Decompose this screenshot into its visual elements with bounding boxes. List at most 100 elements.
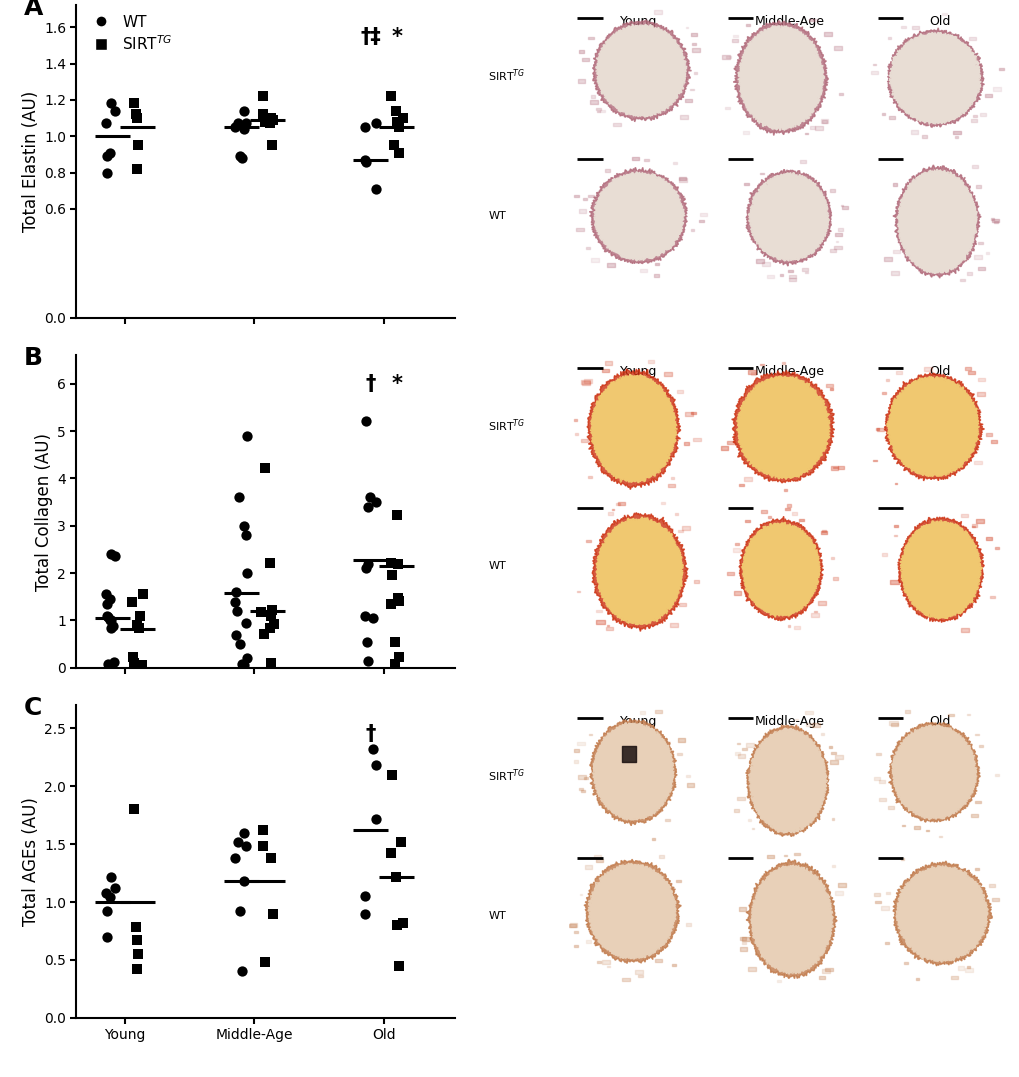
Point: [125, 648, 142, 666]
Point: [101, 889, 117, 906]
Point: [262, 619, 278, 637]
Point: [127, 919, 144, 936]
Point: [235, 657, 252, 674]
Point: [100, 609, 116, 626]
Point: [104, 617, 120, 634]
Point: [389, 589, 406, 606]
Point: [263, 601, 279, 618]
Point: [387, 656, 404, 673]
Point: [237, 838, 254, 855]
Point: [133, 657, 150, 674]
Point: [128, 932, 145, 949]
Y-axis label: Total Elastin (AU): Total Elastin (AU): [21, 90, 40, 233]
Point: [368, 493, 384, 510]
Point: [128, 616, 145, 633]
Point: [255, 838, 271, 855]
Point: [235, 121, 252, 138]
Point: [359, 633, 375, 651]
Point: [235, 102, 252, 120]
Point: [254, 87, 270, 104]
Point: [253, 603, 269, 620]
Point: [232, 148, 249, 165]
Text: Old: Old: [928, 365, 950, 378]
Point: [359, 652, 375, 669]
Point: [103, 546, 119, 563]
Point: [127, 106, 144, 123]
Point: [230, 489, 247, 506]
Point: [237, 614, 254, 631]
Point: [357, 412, 373, 430]
Point: [103, 619, 119, 637]
Point: [255, 106, 271, 123]
Point: [357, 118, 373, 136]
Text: SIRT$^{TG}$: SIRT$^{TG}$: [488, 418, 525, 434]
Text: B: B: [23, 346, 43, 370]
Point: [99, 928, 115, 946]
Point: [232, 903, 249, 920]
Point: [263, 110, 279, 127]
Text: †: †: [365, 374, 376, 394]
Point: [227, 118, 244, 136]
Point: [390, 648, 407, 666]
Point: [265, 616, 281, 633]
Point: [98, 115, 114, 132]
Point: [263, 850, 279, 867]
Y-axis label: Total AGEs (AU): Total AGEs (AU): [21, 797, 40, 926]
Point: [360, 499, 376, 516]
Point: [100, 656, 116, 673]
Point: [387, 102, 404, 120]
Point: [367, 115, 383, 132]
Point: [228, 602, 245, 619]
Point: [362, 489, 378, 506]
Point: [388, 507, 405, 524]
Point: [358, 153, 374, 170]
Point: [99, 903, 115, 920]
Point: [233, 656, 250, 673]
Point: [125, 95, 142, 112]
Point: [389, 555, 406, 572]
Point: [128, 110, 145, 127]
Point: [264, 137, 280, 154]
Point: [390, 144, 407, 162]
Point: [356, 607, 372, 625]
Point: [101, 590, 117, 607]
Point: [262, 607, 278, 625]
Text: Middle-Age: Middle-Age: [753, 15, 823, 28]
Text: WT: WT: [488, 561, 505, 571]
Point: [394, 914, 411, 932]
Point: [357, 151, 373, 168]
Point: [233, 963, 250, 980]
Point: [385, 137, 401, 154]
Point: [365, 741, 381, 758]
Text: SIRT$^{TG}$: SIRT$^{TG}$: [488, 767, 525, 784]
Text: *: *: [390, 374, 401, 394]
Point: [358, 560, 374, 577]
Text: Young: Young: [620, 365, 657, 378]
Point: [367, 810, 383, 827]
Point: [394, 110, 411, 127]
Point: [227, 584, 244, 601]
Point: [257, 113, 273, 130]
Point: [256, 625, 272, 642]
Point: [125, 655, 142, 672]
Point: [382, 554, 398, 571]
Point: [106, 654, 122, 671]
Point: [390, 957, 407, 975]
Point: [237, 115, 254, 132]
Point: [228, 626, 245, 643]
Text: WT: WT: [488, 211, 505, 221]
Point: [365, 610, 381, 627]
Point: [229, 115, 246, 132]
Text: Middle-Age: Middle-Age: [753, 715, 823, 728]
Point: [130, 619, 147, 637]
Point: [384, 766, 400, 783]
Point: [265, 905, 281, 922]
Point: [233, 150, 250, 167]
Point: [131, 607, 148, 625]
Point: [360, 555, 376, 572]
Point: [235, 517, 252, 534]
Point: [261, 554, 277, 571]
Text: *: *: [390, 27, 401, 47]
Point: [263, 655, 279, 672]
Point: [135, 586, 151, 603]
